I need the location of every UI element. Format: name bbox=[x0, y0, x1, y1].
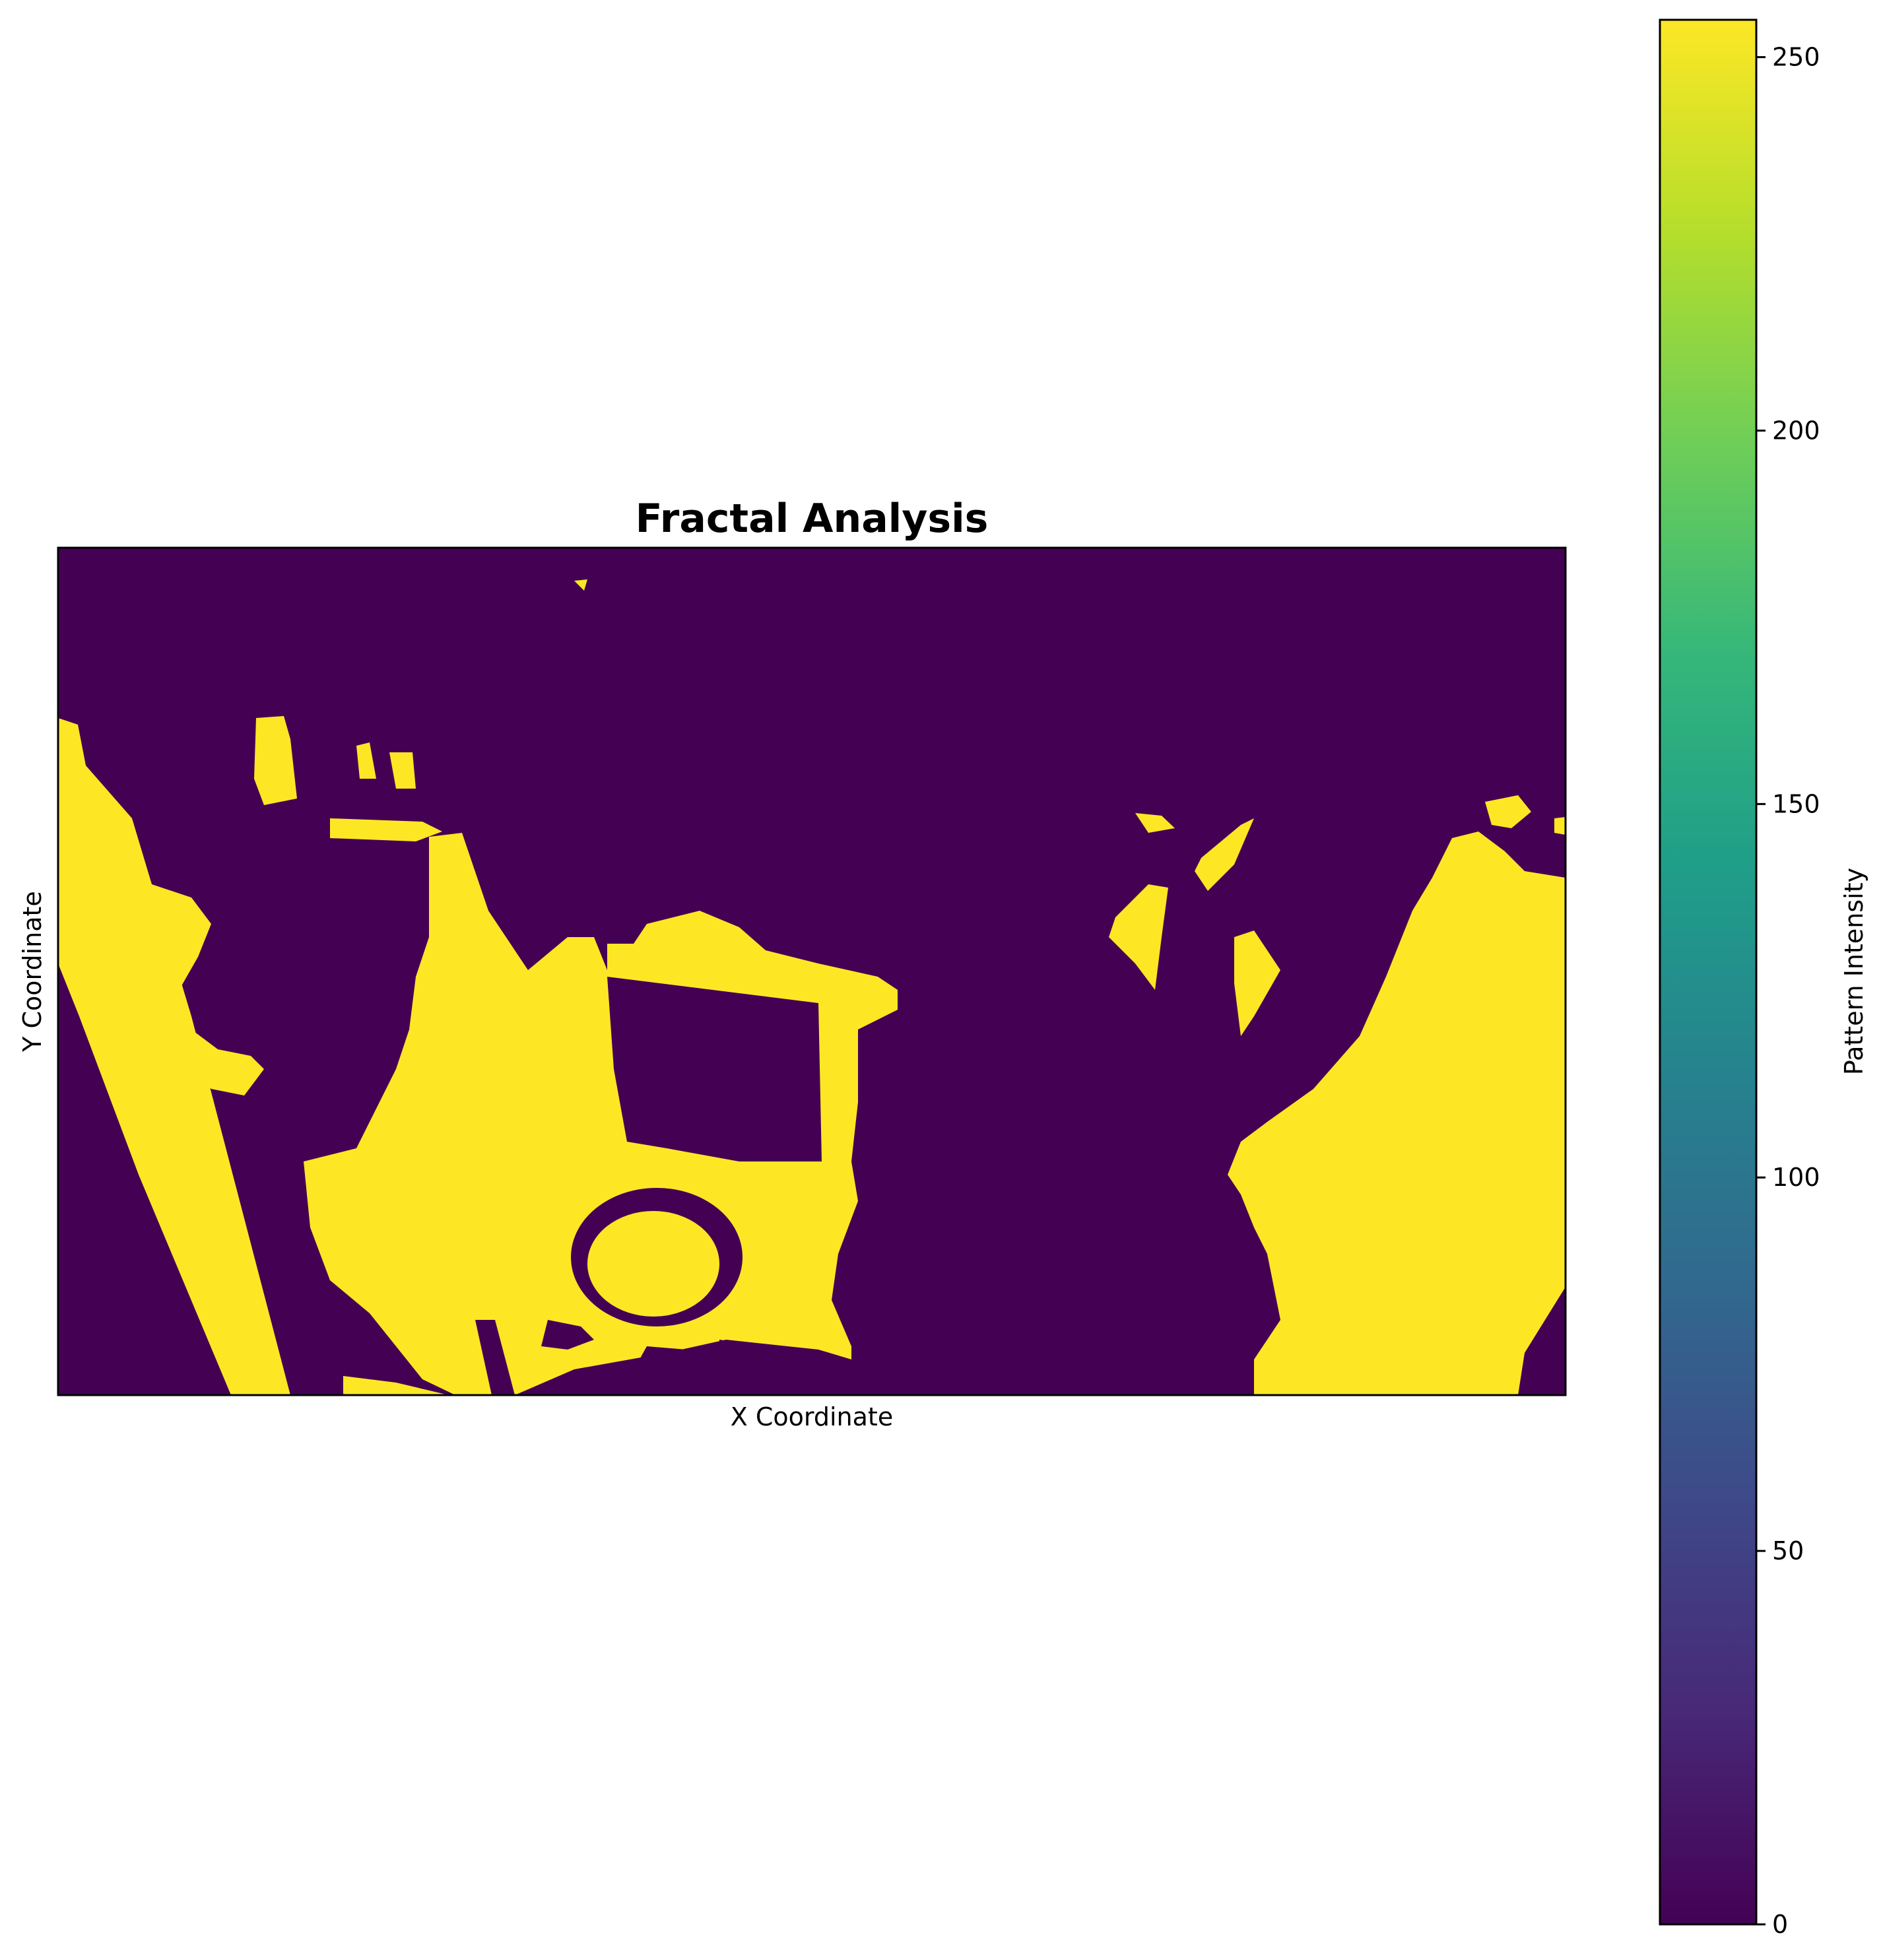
heatmap-hole bbox=[607, 977, 822, 1161]
colorbar-label: Pattern Intensity bbox=[1839, 868, 1868, 1075]
colorbar-tick-label: 50 bbox=[1772, 1536, 1804, 1565]
colorbar-tick-label: 0 bbox=[1772, 1910, 1788, 1939]
heatmap-region bbox=[1234, 931, 1280, 1036]
x-axis-label: X Coordinate bbox=[731, 1402, 893, 1431]
colorbar-tick-label: 150 bbox=[1772, 789, 1820, 818]
heatmap-region bbox=[1485, 795, 1531, 828]
heatmap-hole-inner bbox=[587, 1211, 719, 1317]
heatmap-region bbox=[1554, 817, 1566, 835]
colorbar-tick-label: 250 bbox=[1772, 43, 1820, 72]
heatmap bbox=[57, 546, 1567, 1396]
colorbar: 0 50 100 150 200 250 Pattern Intensity bbox=[1659, 18, 1868, 1939]
y-axis-label: Y Coordinate bbox=[18, 891, 47, 1053]
colorbar-ticks: 0 50 100 150 200 250 bbox=[1756, 43, 1820, 1939]
heatmap-region bbox=[574, 579, 587, 591]
heatmap-hole bbox=[719, 1340, 858, 1395]
colorbar-tick-label: 100 bbox=[1772, 1163, 1820, 1192]
heatmap-region bbox=[389, 752, 416, 789]
heatmap-region bbox=[304, 833, 898, 1395]
high-intensity-regions bbox=[58, 579, 1566, 1395]
heatmap-region bbox=[1195, 818, 1254, 891]
heatmap-region bbox=[1228, 832, 1566, 1395]
heatmap-region bbox=[343, 1376, 449, 1395]
colorbar-tick-label: 200 bbox=[1772, 416, 1820, 445]
heatmap-hole bbox=[541, 1320, 594, 1350]
heatmap-hole bbox=[475, 1320, 515, 1395]
low-intensity-regions bbox=[475, 977, 858, 1395]
chart-title: Fractal Analysis bbox=[636, 496, 989, 542]
heatmap-region bbox=[1135, 813, 1175, 833]
heatmap-frame bbox=[57, 546, 1567, 1396]
heatmap-region bbox=[330, 818, 442, 841]
heatmap-region bbox=[1109, 884, 1168, 990]
heatmap-region bbox=[99, 884, 264, 1095]
heatmap-region bbox=[356, 742, 376, 779]
colorbar-scale bbox=[1659, 18, 1758, 1926]
heatmap-hole bbox=[640, 1346, 686, 1359]
heatmap-region bbox=[254, 716, 297, 805]
